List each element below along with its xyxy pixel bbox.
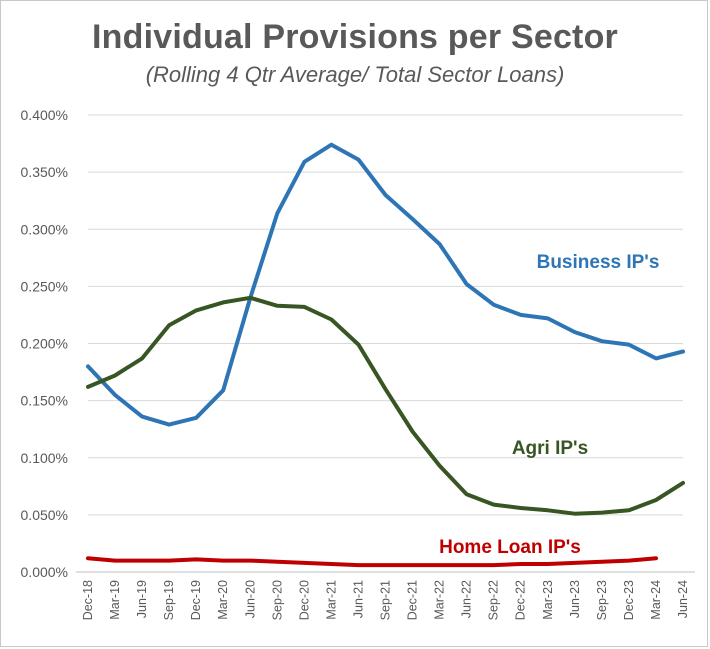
- x-tick-label: Dec-20: [297, 580, 311, 620]
- y-tick-label: 0.100%: [21, 450, 68, 466]
- business-label: Business IP's: [537, 252, 660, 273]
- agri-label: Agri IP's: [512, 438, 588, 459]
- gridlines: [88, 114, 683, 516]
- home-loan-label: Home Loan IP's: [439, 537, 581, 558]
- agri-line: [86, 295, 685, 516]
- y-tick-label: 0.400%: [21, 107, 68, 123]
- x-tick-label: Jun-24: [676, 580, 690, 618]
- x-tick-label: Dec-21: [406, 580, 420, 620]
- x-tick-label: Dec-18: [81, 580, 95, 620]
- series-labels: Business IP's Agri IP's Home Loan IP's: [439, 252, 659, 558]
- x-tick-label: Sep-23: [595, 580, 609, 620]
- x-tick-label: Mar-20: [216, 580, 230, 620]
- x-tick-label: Dec-23: [622, 580, 636, 620]
- home-loan-line: [86, 556, 658, 568]
- y-tick-label: 0.350%: [21, 164, 68, 180]
- y-tick-label: 0.150%: [21, 393, 68, 409]
- y-tick-label: 0.200%: [21, 336, 68, 352]
- x-tick-label: Jun-19: [135, 580, 149, 618]
- x-tick-label: Jun-21: [351, 580, 365, 618]
- x-tick-label: Sep-19: [162, 580, 176, 620]
- x-axis-ticks: Dec-18 Mar-19 Jun-19 Sep-19 Dec-19 Mar-20 Jun-…: [81, 580, 690, 620]
- x-tick-label: Jun-20: [243, 580, 257, 618]
- y-tick-label: 0.300%: [21, 221, 68, 237]
- y-axis-ticks: 0.000% 0.050% 0.100% 0.150% 0.200% 0.250% 0.30…: [21, 107, 68, 580]
- chart-subtitle: (Rolling 4 Qtr Average/ Total Sector Loa…: [145, 62, 565, 87]
- x-tick-label: Dec-19: [189, 580, 203, 620]
- y-tick-label: 0.000%: [21, 564, 68, 580]
- x-tick-label: Sep-22: [487, 580, 501, 620]
- x-tick-label: Mar-22: [433, 580, 447, 620]
- x-tick-label: Dec-22: [514, 580, 528, 620]
- y-tick-label: 0.250%: [21, 278, 68, 294]
- chart-title: Individual Provisions per Sector: [92, 18, 618, 56]
- x-tick-label: Mar-19: [108, 580, 122, 620]
- x-tick-label: Mar-23: [541, 580, 555, 620]
- business-line: [86, 142, 685, 427]
- series-lines: [86, 142, 685, 568]
- x-tick-label: Jun-22: [460, 580, 474, 618]
- x-tick-label: Mar-24: [649, 580, 663, 620]
- x-tick-label: Mar-21: [324, 580, 338, 620]
- x-tick-label: Jun-23: [568, 580, 582, 618]
- x-tick-label: Sep-21: [379, 580, 393, 620]
- y-tick-label: 0.050%: [21, 507, 68, 523]
- x-tick-label: Sep-20: [270, 580, 284, 620]
